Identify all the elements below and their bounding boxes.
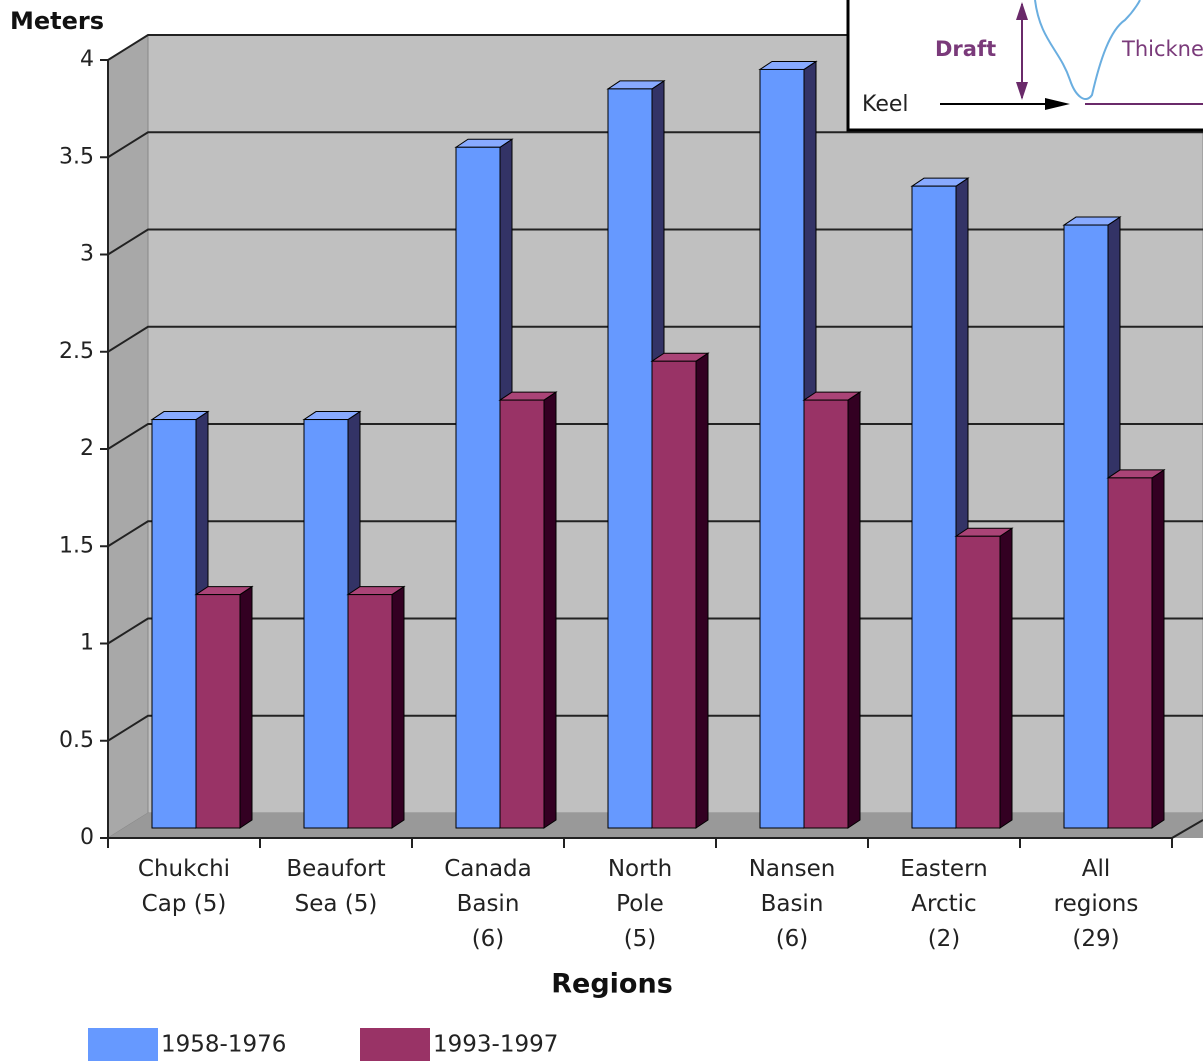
legend-swatch bbox=[88, 1028, 158, 1061]
y-tick-label: 4 bbox=[80, 47, 94, 72]
y-tick-label: 1 bbox=[80, 631, 94, 656]
inset-label: Thickness bbox=[1121, 37, 1203, 61]
inset-label: Keel bbox=[862, 92, 909, 117]
bar-side bbox=[847, 391, 861, 829]
x-tick-label: Chukchi Cap (5) bbox=[137, 856, 231, 917]
grid-line bbox=[107, 325, 1203, 353]
bar-side bbox=[239, 585, 253, 829]
y-tick-label: 3.5 bbox=[59, 144, 94, 169]
bar-side bbox=[391, 585, 405, 829]
bar-side bbox=[999, 527, 1013, 829]
y-tick-label: 3 bbox=[80, 242, 94, 267]
bar bbox=[650, 352, 710, 829]
bar-front bbox=[911, 185, 957, 829]
x-tick-label: Canada Basin (6) bbox=[444, 856, 532, 952]
bar-front bbox=[1063, 224, 1109, 829]
bar-front bbox=[651, 360, 697, 829]
inset-label: Draft bbox=[935, 37, 996, 61]
bar-front bbox=[803, 399, 849, 829]
x-tick-label: Beaufort Sea (5) bbox=[286, 856, 386, 917]
bar-front bbox=[195, 594, 241, 829]
bar-front bbox=[347, 594, 393, 829]
y-tick-label: 1.5 bbox=[59, 533, 94, 558]
inset-arrowhead bbox=[1045, 98, 1070, 110]
legend-label: 1958-1976 bbox=[161, 1032, 286, 1058]
x-tick-label: North Pole (5) bbox=[607, 856, 673, 952]
inset-ice bbox=[1034, 0, 1141, 100]
bar-front bbox=[303, 419, 349, 829]
y-tick-label: 2.5 bbox=[59, 339, 94, 364]
floor-edge bbox=[1171, 819, 1203, 839]
y-axis-title: Meters bbox=[10, 7, 104, 35]
x-axis-title: Regions bbox=[551, 969, 673, 1000]
bar-front bbox=[955, 535, 1001, 829]
bar bbox=[1106, 468, 1166, 829]
inset-arrowhead bbox=[1016, 82, 1028, 100]
bar-front bbox=[607, 88, 653, 829]
y-tick-label: 2 bbox=[80, 436, 94, 461]
bar bbox=[802, 391, 862, 829]
bar-front bbox=[455, 146, 501, 829]
legend-swatch bbox=[360, 1028, 430, 1061]
x-tick-label: Eastern Arctic (2) bbox=[900, 856, 988, 952]
bar-side bbox=[695, 352, 709, 829]
bar-front bbox=[759, 68, 805, 829]
inset-arrowhead bbox=[1016, 2, 1028, 20]
bar-front bbox=[1107, 477, 1153, 829]
x-tick-label: Nansen Basin (6) bbox=[748, 856, 836, 952]
bar-side bbox=[543, 391, 557, 829]
y-tick-label: 0 bbox=[80, 825, 94, 850]
grid-line bbox=[107, 228, 1203, 256]
x-tick-label: All regions (29) bbox=[1053, 856, 1139, 952]
bar-front bbox=[499, 399, 545, 829]
bar bbox=[910, 177, 970, 829]
legend-label: 1993-1997 bbox=[433, 1032, 558, 1058]
inset-box bbox=[846, 0, 1203, 132]
y-tick-label: 0.5 bbox=[59, 728, 94, 753]
bar-side bbox=[1151, 468, 1165, 829]
bar-front bbox=[151, 419, 197, 829]
grid-line bbox=[107, 131, 1203, 159]
bar bbox=[498, 391, 558, 829]
inset: Draft Thickness Keel bbox=[846, 0, 1203, 132]
bar bbox=[346, 585, 406, 829]
bar bbox=[954, 527, 1014, 829]
bar bbox=[194, 585, 254, 829]
